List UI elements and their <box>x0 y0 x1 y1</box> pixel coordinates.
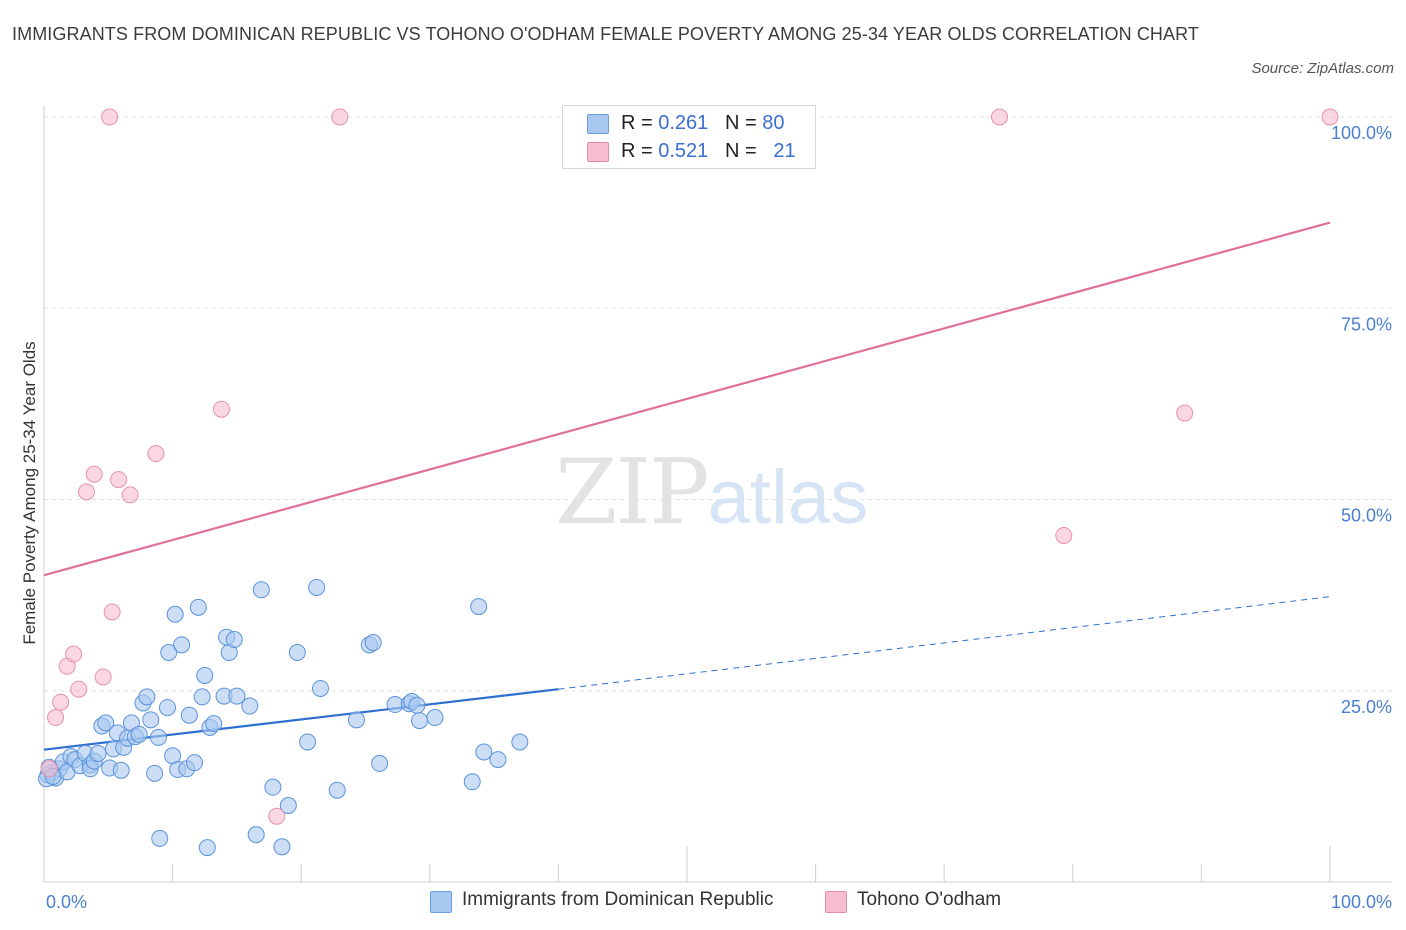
y-tick-label-100: 100.0% <box>1331 123 1392 143</box>
legend-swatch-tohono <box>587 142 609 162</box>
data-point-s0-41 <box>193 688 211 706</box>
data-point-s0-31 <box>158 699 176 717</box>
data-point-s0-34 <box>166 605 184 623</box>
series-swatch-tohono <box>825 891 847 913</box>
series-label-tohono: Tohono O'odham <box>857 889 1002 910</box>
source-credit: Source: ZipAtlas.com <box>1251 60 1394 77</box>
y-tick-label-50: 50.0% <box>1341 506 1392 526</box>
data-point-s0-43 <box>198 839 216 857</box>
data-point-s1-18 <box>1321 108 1339 126</box>
data-point-s0-64 <box>364 634 382 652</box>
trend-lines <box>43 221 1331 751</box>
trend-line-1 <box>43 221 1331 577</box>
data-point-s0-71 <box>426 709 444 727</box>
data-point-s0-38 <box>180 706 198 724</box>
data-point-s0-52 <box>247 826 265 844</box>
data-point-s1-19 <box>1176 404 1194 422</box>
legend-swatch-dominican <box>587 114 609 134</box>
data-point-s1-8 <box>94 668 112 686</box>
series-label-dominican: Immigrants from Dominican Republic <box>462 889 774 910</box>
data-point-s0-74 <box>475 743 493 761</box>
data-points <box>38 108 1339 857</box>
data-point-s0-32 <box>160 644 178 661</box>
data-point-s1-0 <box>40 760 58 778</box>
data-point-s1-9 <box>103 603 121 621</box>
data-point-s1-20 <box>1055 526 1073 544</box>
data-point-s1-10 <box>110 471 128 489</box>
data-point-s1-13 <box>212 400 230 418</box>
data-point-s1-14 <box>268 807 286 825</box>
data-point-s0-72 <box>463 773 481 791</box>
data-point-s0-42 <box>196 666 214 684</box>
data-point-s0-70 <box>411 712 429 730</box>
data-point-s0-40 <box>189 598 207 616</box>
data-point-s0-57 <box>288 644 306 661</box>
data-point-s0-65 <box>371 754 389 772</box>
data-point-s0-19 <box>112 761 130 779</box>
data-point-s1-7 <box>85 465 103 483</box>
data-point-s0-24 <box>130 725 148 743</box>
data-point-s0-13 <box>89 744 107 762</box>
y-tick-label-25: 25.0% <box>1341 697 1392 717</box>
data-point-s0-66 <box>386 696 404 714</box>
data-point-s1-2 <box>52 693 70 711</box>
data-point-s0-59 <box>308 578 326 596</box>
chart-title: IMMIGRANTS FROM DOMINICAN REPUBLIC VS TO… <box>12 24 1200 44</box>
data-point-s0-50 <box>228 687 246 705</box>
data-point-s0-53 <box>252 581 270 599</box>
watermark-atlas: atlas <box>707 455 869 540</box>
x-tick-labels: 0.0% 100.0% <box>46 892 1392 912</box>
data-point-s0-28 <box>146 764 164 782</box>
data-point-s0-36 <box>173 636 191 654</box>
data-point-s0-69 <box>408 696 426 714</box>
y-tick-labels: 25.0% 50.0% 75.0% 100.0% <box>1331 123 1392 717</box>
data-point-s1-16 <box>331 108 349 126</box>
data-point-s0-39 <box>185 754 203 772</box>
data-point-s0-76 <box>511 733 529 751</box>
data-point-s1-1 <box>47 709 65 727</box>
watermark: ZIPatlas <box>555 440 868 545</box>
data-point-s0-54 <box>264 778 282 796</box>
data-point-s0-73 <box>470 598 488 616</box>
legend-stats-dominican: R = 0.261 N = 80 <box>621 112 785 134</box>
data-point-s0-75 <box>489 751 507 769</box>
y-tick-label-75: 75.0% <box>1341 314 1392 334</box>
data-point-s0-51 <box>241 697 259 715</box>
data-point-s0-62 <box>347 711 365 729</box>
data-point-s1-15 <box>101 108 119 126</box>
x-tick-label-100: 100.0% <box>1331 892 1392 912</box>
data-point-s1-4 <box>65 645 83 663</box>
gridlines <box>44 116 1392 692</box>
data-point-s0-26 <box>138 688 156 706</box>
data-point-s1-6 <box>77 483 95 501</box>
x-tick-label-0: 0.0% <box>46 892 87 912</box>
trend-line-extension-0 <box>558 596 1331 690</box>
data-point-s0-60 <box>311 679 329 697</box>
data-point-s1-5 <box>70 680 88 698</box>
watermark-zip: ZIP <box>555 440 710 545</box>
correlation-legend: R = 0.261 N = 80 R = 0.521 N = 21 <box>562 105 816 169</box>
data-point-s0-56 <box>279 797 297 814</box>
data-point-s0-55 <box>273 838 291 856</box>
data-point-s0-15 <box>97 714 115 732</box>
legend-stats-tohono: R = 0.521 N = 21 <box>621 140 796 162</box>
data-point-s0-61 <box>328 781 346 799</box>
axes <box>43 105 1392 883</box>
data-point-s1-17 <box>990 108 1008 126</box>
data-point-s0-27 <box>142 711 160 729</box>
data-point-s0-30 <box>151 829 169 847</box>
data-point-s0-49 <box>225 630 243 648</box>
data-point-s0-29 <box>149 728 167 746</box>
data-point-s1-11 <box>121 486 139 504</box>
data-point-s0-45 <box>205 715 223 733</box>
series-swatch-dominican <box>430 891 452 913</box>
data-point-s0-58 <box>299 733 317 751</box>
data-point-s1-12 <box>147 445 165 463</box>
